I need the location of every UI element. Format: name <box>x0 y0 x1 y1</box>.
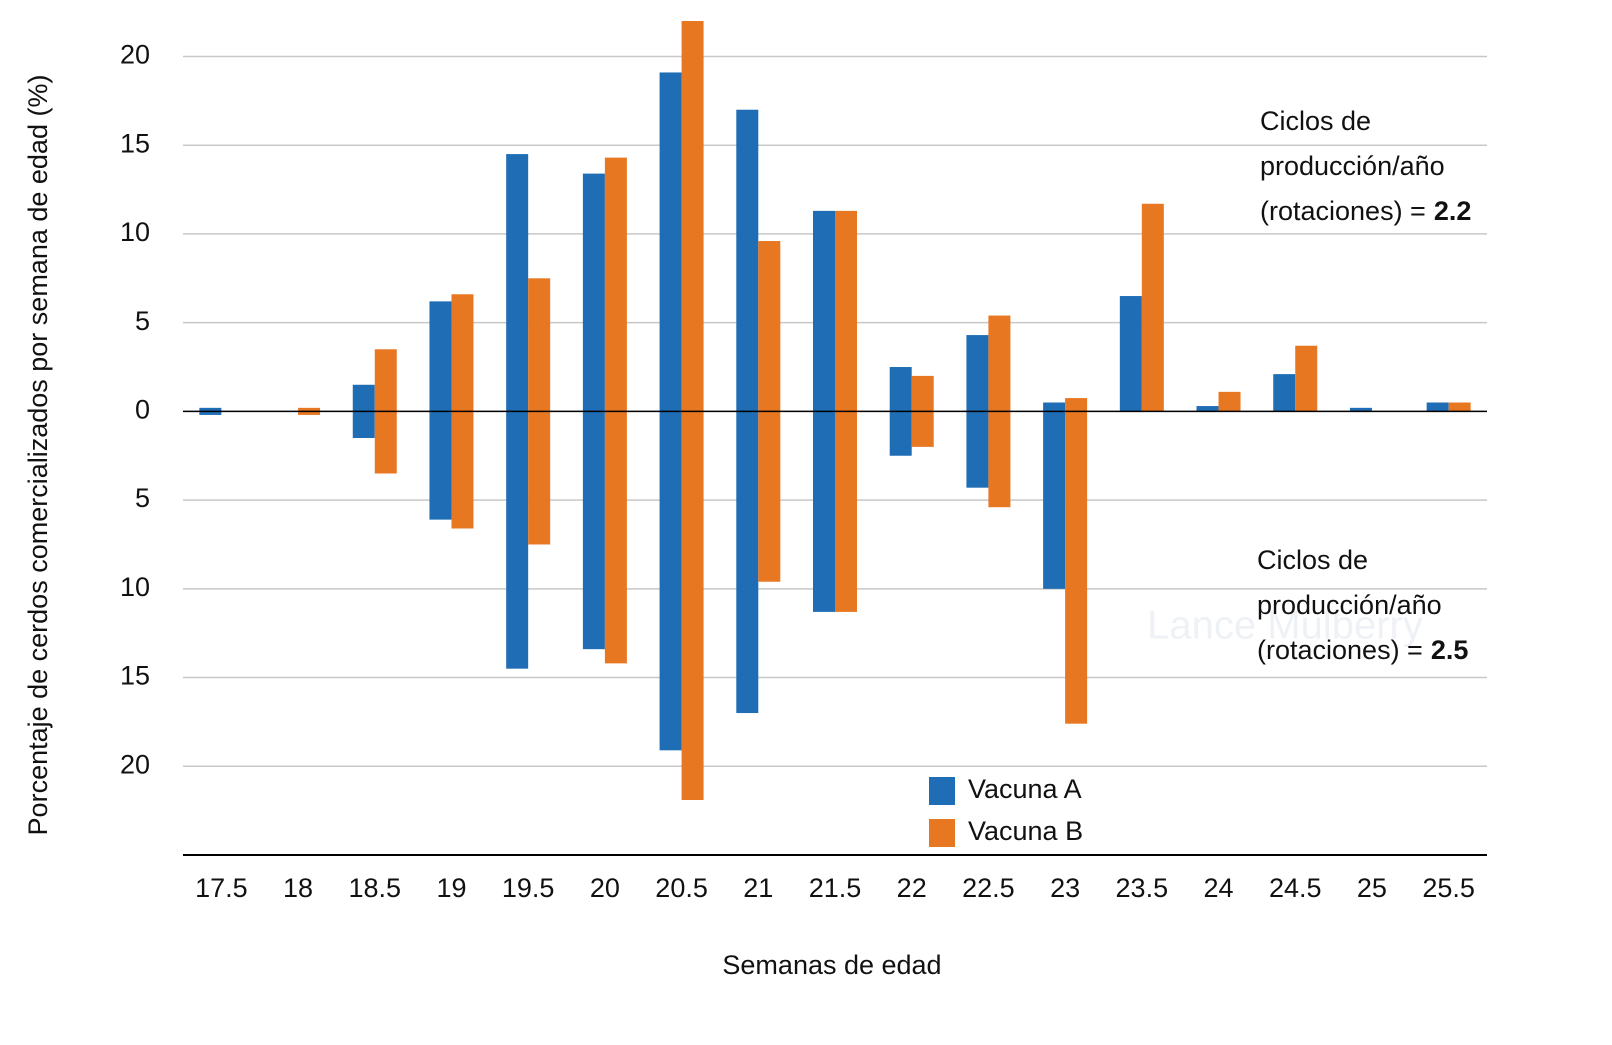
x-tick-label: 22 <box>897 873 927 903</box>
annotation-line: (rotaciones) = 2.5 <box>1257 635 1468 665</box>
legend-swatch <box>929 819 955 847</box>
legend-label: Vacuna A <box>968 774 1082 804</box>
x-tick-label: 22.5 <box>962 873 1015 903</box>
y-tick-label: 10 <box>120 217 150 247</box>
annotation-line: Ciclos de <box>1260 106 1371 136</box>
y-tick-label: 20 <box>120 749 150 779</box>
y-axis-label: Porcentaje de cerdos comercializados por… <box>23 75 53 836</box>
bar <box>1196 406 1219 412</box>
annotation-line: (rotaciones) = 2.2 <box>1260 196 1471 226</box>
x-tick-label: 21 <box>743 873 773 903</box>
annotation-text: (rotaciones) = <box>1260 196 1426 226</box>
x-tick-label: 17.5 <box>195 873 248 903</box>
annotation-value: 2.2 <box>1434 196 1472 226</box>
x-tick-label: 19 <box>436 873 466 903</box>
bar <box>1065 398 1088 724</box>
y-tick-label: 15 <box>120 661 150 691</box>
y-tick-label: 20 <box>120 40 150 70</box>
bar <box>604 157 627 664</box>
x-tick-label: 20 <box>590 873 620 903</box>
bar <box>1273 374 1296 412</box>
x-tick-label: 21.5 <box>809 873 862 903</box>
x-tick-label: 19.5 <box>502 873 555 903</box>
bar <box>1119 296 1142 412</box>
bar <box>429 301 452 520</box>
bar <box>1426 402 1449 412</box>
x-tick-label: 24.5 <box>1269 873 1322 903</box>
y-tick-label: 5 <box>135 483 150 513</box>
watermark: Lance Mulberry <box>1147 604 1423 648</box>
annotation-line: producción/año <box>1260 151 1445 181</box>
bar <box>1295 345 1318 412</box>
bar <box>1349 407 1372 412</box>
bar <box>1043 402 1066 589</box>
annotation-text: (rotaciones) = <box>1257 635 1423 665</box>
x-tick-label: 23 <box>1050 873 1080 903</box>
bar <box>1448 402 1471 412</box>
y-tick-label: 15 <box>120 128 150 158</box>
x-tick-label: 23.5 <box>1116 873 1169 903</box>
bar <box>1141 203 1164 412</box>
bar <box>1218 391 1241 412</box>
annotation-line: Ciclos de <box>1257 545 1368 575</box>
x-tick-label: 24 <box>1204 873 1234 903</box>
y-tick-label: 10 <box>120 572 150 602</box>
legend-label: Vacuna B <box>968 816 1083 846</box>
x-tick-label: 20.5 <box>655 873 708 903</box>
x-tick-label: 25 <box>1357 873 1387 903</box>
y-tick-label: 0 <box>135 395 150 425</box>
x-tick-label: 18 <box>283 873 313 903</box>
y-tick-label: 5 <box>135 306 150 336</box>
bar <box>681 21 704 800</box>
legend-swatch <box>929 777 955 805</box>
annotation-value: 2.5 <box>1431 635 1469 665</box>
x-tick-label: 25.5 <box>1422 873 1475 903</box>
x-axis-label: Semanas de edad <box>722 950 941 980</box>
x-tick-label: 18.5 <box>348 873 401 903</box>
annotation-line: producción/año <box>1257 590 1442 620</box>
